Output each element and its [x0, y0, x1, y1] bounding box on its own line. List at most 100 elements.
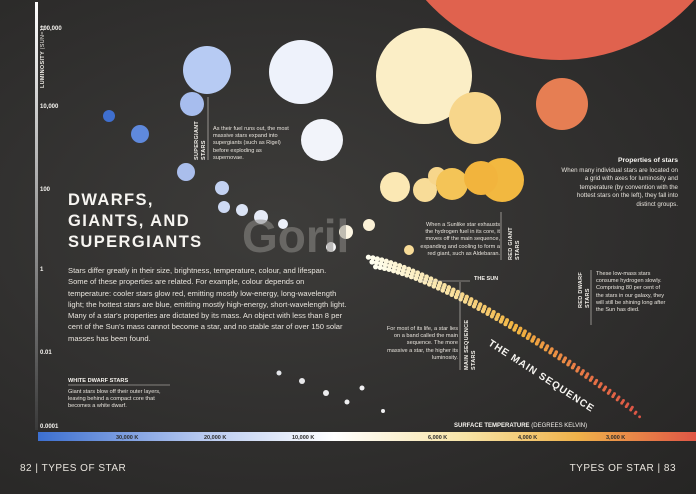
main-sequence-dot [392, 261, 398, 267]
main-sequence-dot [379, 257, 385, 263]
temperature-axis-bar [38, 432, 696, 441]
temp-3000: 3,000 K [606, 435, 626, 441]
main-sequence-dot [554, 350, 559, 354]
main-sequence-dot [599, 382, 603, 386]
main-sequence-dot [595, 378, 599, 382]
white-dwarf-star [359, 385, 365, 391]
main-sequence-dot [581, 369, 585, 373]
red-dwarf-stars-label: RED DWARF STARS [578, 271, 591, 308]
temp-10000: 10,000 K [292, 435, 315, 441]
main-sequence-dot [527, 332, 532, 337]
giant-star [326, 242, 336, 252]
main-sequence-dot [532, 335, 536, 339]
main-sequence-dot [410, 268, 416, 274]
giant-star [177, 163, 195, 181]
main-sequence-dot [572, 362, 576, 367]
tick-100: 100 [40, 187, 51, 193]
white-dwarf-text: Giant stars blow off their outer layers,… [68, 389, 161, 410]
main-sequence-dot [505, 318, 510, 323]
tick-1: 1 [40, 267, 44, 273]
supergiant-star [301, 119, 343, 161]
main-sequence-dot [482, 304, 487, 309]
main-sequence-dot [617, 395, 621, 399]
temp-6000: 6,000 K [428, 435, 448, 441]
main-sequence-text: For most of its life, a star lies on a b… [386, 326, 458, 361]
main-sequence-dot [577, 365, 581, 370]
watermark-text: Goril [242, 210, 349, 262]
main-sequence-dot [373, 264, 379, 270]
main-sequence-dot [437, 280, 443, 286]
main-sequence-dot [536, 338, 541, 342]
supergiant-star [131, 125, 149, 143]
main-sequence-dot [550, 347, 554, 351]
supergiant-star [180, 92, 204, 116]
giant-star [218, 201, 230, 213]
red-giants-text: When a Sunlike star exhausts the hydroge… [420, 222, 500, 257]
supergiant-star [449, 92, 501, 144]
main-sequence-dot [374, 256, 380, 262]
supergiant-star [183, 46, 231, 94]
main-sequence-dot [388, 260, 394, 266]
main-sequence-dot [496, 312, 501, 317]
main-sequence-dot [608, 388, 612, 392]
main-sequence-dot [397, 263, 403, 269]
supergiants-text: As their fuel runs out, the most massive… [213, 126, 289, 161]
main-sequence-dot [401, 264, 407, 270]
main-sequence-dot [523, 329, 527, 334]
giant-star [236, 204, 248, 216]
main-sequence-dot [586, 372, 590, 376]
temp-4000: 4,000 K [518, 435, 538, 441]
main-sequence-dots [365, 254, 641, 419]
properties-text: When many individual stars are located o… [561, 167, 678, 208]
white-dwarf-star [276, 370, 282, 376]
giant-star [464, 161, 498, 195]
main-sequence-dot [442, 282, 447, 288]
tick-001: 0.01 [40, 350, 52, 356]
luminosity-axis-bar [35, 2, 38, 430]
main-sequence-dot [451, 287, 456, 292]
main-sequence-stars-label: MAIN SEQUENCE STARS [464, 319, 477, 370]
main-sequence-dot [638, 415, 641, 419]
main-sequence-dot [460, 292, 465, 297]
intro-paragraph: Stars differ greatly in their size, brig… [68, 266, 347, 343]
temp-20000: 20,000 K [204, 435, 227, 441]
main-sequence-dot [446, 285, 452, 290]
main-sequence-dot [455, 289, 461, 295]
white-dwarf-star [344, 399, 350, 405]
main-sequence-dot [631, 405, 634, 409]
main-sequence-dot [473, 299, 478, 304]
the-sun-label: THE SUN [474, 276, 499, 282]
main-sequence-dot [428, 276, 434, 282]
main-sequence-dot [419, 272, 425, 278]
main-sequence-dot [514, 323, 519, 328]
footer-left: 82 | TYPES OF STAR [20, 463, 127, 474]
main-sequence-dot [626, 402, 630, 406]
giant-star [413, 178, 437, 202]
main-sequence-dot [568, 359, 572, 363]
main-sequence-dot [509, 320, 514, 325]
main-sequence-dot [369, 259, 375, 265]
main-sequence-dot [559, 353, 563, 357]
main-sequence-dot [406, 266, 412, 272]
main-sequence-dot [478, 302, 483, 307]
giant-star [278, 219, 288, 229]
page-title: DWARFS, GIANTS, AND SUPERGIANTS [68, 191, 203, 251]
main-sequence-dot [487, 307, 492, 312]
main-sequence-dot [518, 326, 523, 331]
temp-30000: 30,000 K [116, 435, 139, 441]
supergiant-star [376, 28, 472, 124]
main-sequence-dot [424, 274, 429, 280]
giant-star [436, 168, 468, 200]
temperature-axis-label: SURFACE TEMPERATURE (DEGREES KELVIN) [454, 423, 588, 429]
main-sequence-dot [500, 315, 505, 320]
red-giant-stars-label: RED GIANT STARS [508, 227, 521, 260]
main-sequence-dot [563, 356, 568, 360]
supergiant-star [269, 40, 333, 104]
main-sequence-dot [541, 341, 545, 345]
footer-right: TYPES OF STAR | 83 [569, 463, 676, 474]
main-sequence-dot [370, 255, 376, 261]
tick-00001: 0.0001 [40, 424, 59, 430]
main-sequence-dot [469, 297, 474, 302]
giant-star [363, 219, 375, 231]
